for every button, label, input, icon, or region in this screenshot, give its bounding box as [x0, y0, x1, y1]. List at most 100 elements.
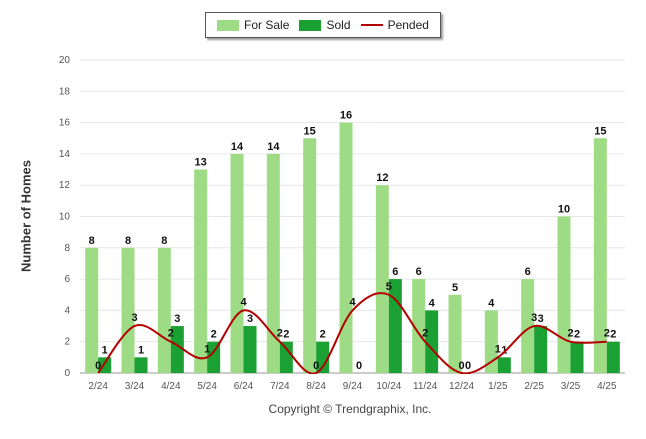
y-tick-label-18: 18 [59, 86, 71, 97]
y-tick-label-10: 10 [59, 212, 71, 223]
data-label-sold: 0 [356, 360, 362, 372]
data-label-sold: 1 [102, 344, 108, 356]
legend-item-pended: Pended [360, 18, 429, 32]
legend-label-pended: Pended [387, 18, 429, 32]
x-tick-label: 11/24 [413, 381, 438, 392]
bar-for-sale [303, 138, 317, 373]
data-label-sold: 2 [574, 329, 580, 341]
x-tick-label: 10/24 [376, 381, 401, 392]
data-label-pended: 2 [277, 328, 283, 340]
bar-for-sale [521, 279, 535, 373]
data-label-pended: 4 [349, 296, 356, 308]
bar-sold [425, 310, 439, 373]
legend-swatch-sold [299, 19, 322, 31]
data-label-sold: 3 [174, 313, 180, 325]
data-label-for-sale: 15 [304, 125, 316, 137]
bar-for-sale [557, 216, 571, 373]
data-label-for-sale: 6 [416, 266, 422, 278]
y-tick-label-4: 4 [64, 305, 70, 316]
bar-sold [243, 326, 257, 373]
data-label-for-sale: 5 [452, 282, 458, 294]
data-label-for-sale: 13 [195, 157, 207, 169]
y-tick-label-8: 8 [64, 243, 70, 254]
legend-swatch-pended [360, 24, 383, 26]
x-tick-label: 7/24 [270, 381, 290, 392]
data-label-pended: 2 [422, 328, 428, 340]
legend-label-for-sale: For Sale [244, 18, 290, 32]
x-tick-label: 6/24 [234, 381, 254, 392]
data-label-for-sale: 8 [89, 235, 95, 247]
y-tick-label-2: 2 [64, 337, 70, 348]
x-tick-label: 2/25 [524, 381, 544, 392]
bar-sold [497, 357, 511, 373]
x-tick-label: 5/24 [197, 381, 217, 392]
bar-for-sale [121, 247, 135, 373]
x-tick-label: 8/24 [306, 381, 326, 392]
x-tick-label: 3/25 [561, 381, 581, 392]
legend: For Sale Sold Pended [205, 12, 441, 38]
data-label-pended: 3 [131, 312, 137, 324]
bar-for-sale [339, 122, 353, 373]
y-tick-label-6: 6 [64, 274, 70, 285]
data-label-sold: 2 [320, 329, 326, 341]
bar-sold [207, 341, 221, 373]
data-label-for-sale: 12 [376, 172, 388, 184]
data-label-pended: 0 [95, 360, 101, 372]
x-tick-label: 9/24 [343, 381, 363, 392]
data-label-pended: 1 [495, 343, 501, 355]
y-axis-label: Number of Homes [18, 160, 34, 272]
data-label-sold: 2 [283, 329, 289, 341]
bar-sold [134, 357, 148, 373]
legend-item-sold: Sold [299, 18, 351, 32]
bar-sold [279, 341, 293, 373]
data-label-for-sale: 15 [594, 125, 606, 137]
data-label-pended: 2 [168, 328, 174, 340]
bar-sold [570, 341, 584, 373]
bar-for-sale [375, 185, 389, 373]
bar-for-sale [484, 310, 498, 373]
bar-sold [534, 326, 548, 373]
x-tick-label: 2/24 [88, 381, 108, 392]
data-label-sold: 6 [392, 266, 398, 278]
data-label-for-sale: 8 [125, 235, 131, 247]
data-label-sold: 4 [429, 297, 436, 309]
data-label-pended: 3 [531, 312, 537, 324]
bar-for-sale [85, 247, 99, 373]
y-tick-label-20: 20 [59, 55, 71, 66]
y-tick-label-14: 14 [59, 149, 71, 160]
bar-for-sale [266, 153, 280, 373]
data-label-pended: 4 [240, 296, 247, 308]
legend-swatch-for-sale [217, 19, 240, 31]
bar-for-sale [194, 169, 208, 373]
x-tick-label: 1/25 [488, 381, 508, 392]
bar-sold [316, 341, 330, 373]
data-label-sold: 2 [211, 329, 217, 341]
data-label-pended: 2 [604, 328, 610, 340]
bar-for-sale [412, 279, 426, 373]
data-label-pended: 2 [567, 328, 573, 340]
bar-sold [388, 279, 402, 373]
data-label-sold: 3 [538, 313, 544, 325]
copyright-text: Copyright © Trendgraphix, Inc. [268, 402, 432, 416]
bar-sold [606, 341, 620, 373]
bar-for-sale [448, 294, 462, 373]
y-tick-label-0: 0 [64, 368, 70, 379]
bar-sold [170, 326, 184, 373]
data-label-for-sale: 16 [340, 110, 352, 122]
x-tick-label: 4/24 [161, 381, 181, 392]
data-label-sold: 1 [501, 344, 507, 356]
data-label-pended: 0 [313, 360, 319, 372]
data-label-sold: 0 [465, 360, 471, 372]
data-label-for-sale: 14 [231, 141, 244, 153]
bar-for-sale [230, 153, 244, 373]
legend-label-sold: Sold [326, 18, 351, 32]
x-tick-label: 3/24 [125, 381, 145, 392]
legend-item-for-sale: For Sale [217, 18, 289, 32]
data-label-for-sale: 4 [488, 297, 495, 309]
data-label-pended: 0 [458, 360, 464, 372]
bar-for-sale [593, 138, 607, 373]
data-label-for-sale: 14 [267, 141, 280, 153]
data-label-pended: 1 [204, 343, 210, 355]
y-tick-label-16: 16 [59, 118, 71, 129]
